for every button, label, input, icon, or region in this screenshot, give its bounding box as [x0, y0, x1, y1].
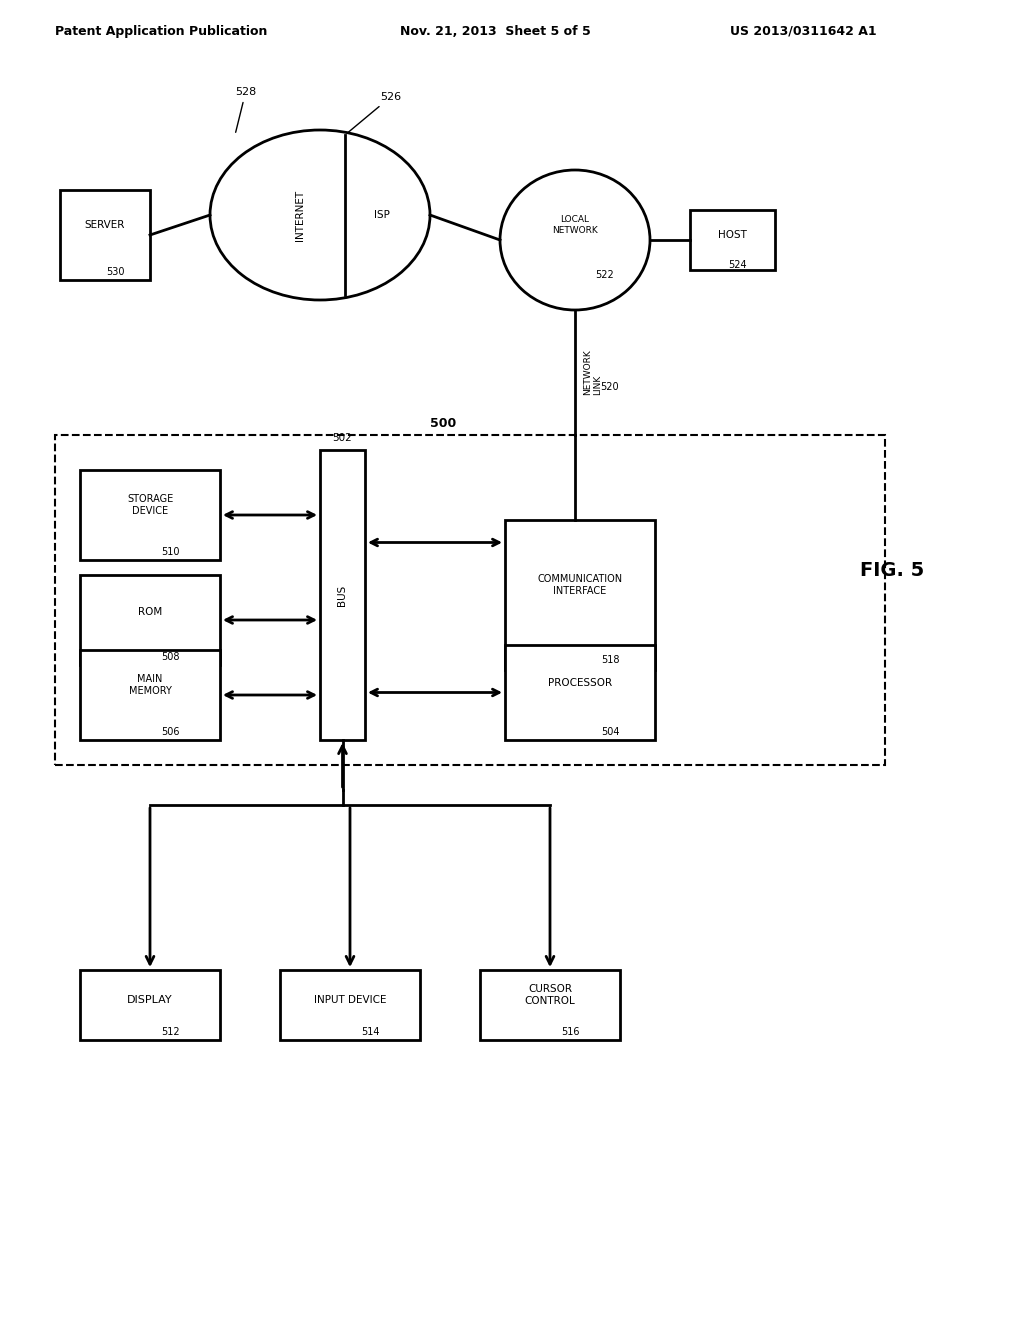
FancyBboxPatch shape: [505, 645, 655, 741]
Text: 524: 524: [728, 260, 746, 271]
FancyBboxPatch shape: [80, 970, 220, 1040]
Text: 504: 504: [601, 727, 620, 737]
Text: HOST: HOST: [718, 230, 746, 240]
Text: CURSOR
CONTROL: CURSOR CONTROL: [524, 985, 575, 1006]
Text: 508: 508: [161, 652, 179, 663]
FancyBboxPatch shape: [60, 190, 150, 280]
Text: 528: 528: [234, 87, 256, 132]
Text: 506: 506: [161, 727, 179, 737]
Text: LOCAL
NETWORK: LOCAL NETWORK: [552, 215, 598, 235]
FancyBboxPatch shape: [55, 436, 885, 766]
Text: INPUT DEVICE: INPUT DEVICE: [313, 995, 386, 1005]
Text: 514: 514: [360, 1027, 379, 1038]
Text: 510: 510: [161, 546, 179, 557]
Text: PROCESSOR: PROCESSOR: [548, 677, 612, 688]
Text: Patent Application Publication: Patent Application Publication: [55, 25, 267, 38]
FancyBboxPatch shape: [319, 450, 365, 741]
Text: 512: 512: [161, 1027, 179, 1038]
Text: 502: 502: [333, 433, 352, 444]
Text: 530: 530: [105, 267, 124, 277]
Text: ROM: ROM: [138, 607, 162, 616]
Text: 516: 516: [561, 1027, 580, 1038]
Text: 520: 520: [600, 383, 618, 392]
Text: 500: 500: [430, 417, 457, 430]
Text: NETWORK
LINK: NETWORK LINK: [583, 350, 602, 396]
Text: DISPLAY: DISPLAY: [127, 995, 173, 1005]
Text: MAIN
MEMORY: MAIN MEMORY: [129, 675, 171, 696]
Text: BUS: BUS: [338, 585, 347, 606]
FancyBboxPatch shape: [505, 520, 655, 671]
Text: FIG. 5: FIG. 5: [860, 561, 925, 579]
Text: STORAGE
DEVICE: STORAGE DEVICE: [127, 494, 173, 516]
Text: COMMUNICATION
INTERFACE: COMMUNICATION INTERFACE: [538, 574, 623, 595]
Ellipse shape: [210, 129, 430, 300]
Text: INTERNET: INTERNET: [295, 190, 305, 240]
FancyBboxPatch shape: [690, 210, 775, 271]
Text: US 2013/0311642 A1: US 2013/0311642 A1: [730, 25, 877, 38]
FancyBboxPatch shape: [280, 970, 420, 1040]
Text: 518: 518: [601, 655, 620, 665]
Text: ISP: ISP: [374, 210, 390, 220]
FancyBboxPatch shape: [480, 970, 620, 1040]
FancyBboxPatch shape: [80, 649, 220, 741]
Text: SERVER: SERVER: [85, 220, 125, 230]
FancyBboxPatch shape: [80, 470, 220, 560]
Text: 522: 522: [596, 271, 614, 280]
Text: Nov. 21, 2013  Sheet 5 of 5: Nov. 21, 2013 Sheet 5 of 5: [400, 25, 591, 38]
Text: 526: 526: [347, 92, 401, 133]
Ellipse shape: [500, 170, 650, 310]
FancyBboxPatch shape: [80, 576, 220, 665]
